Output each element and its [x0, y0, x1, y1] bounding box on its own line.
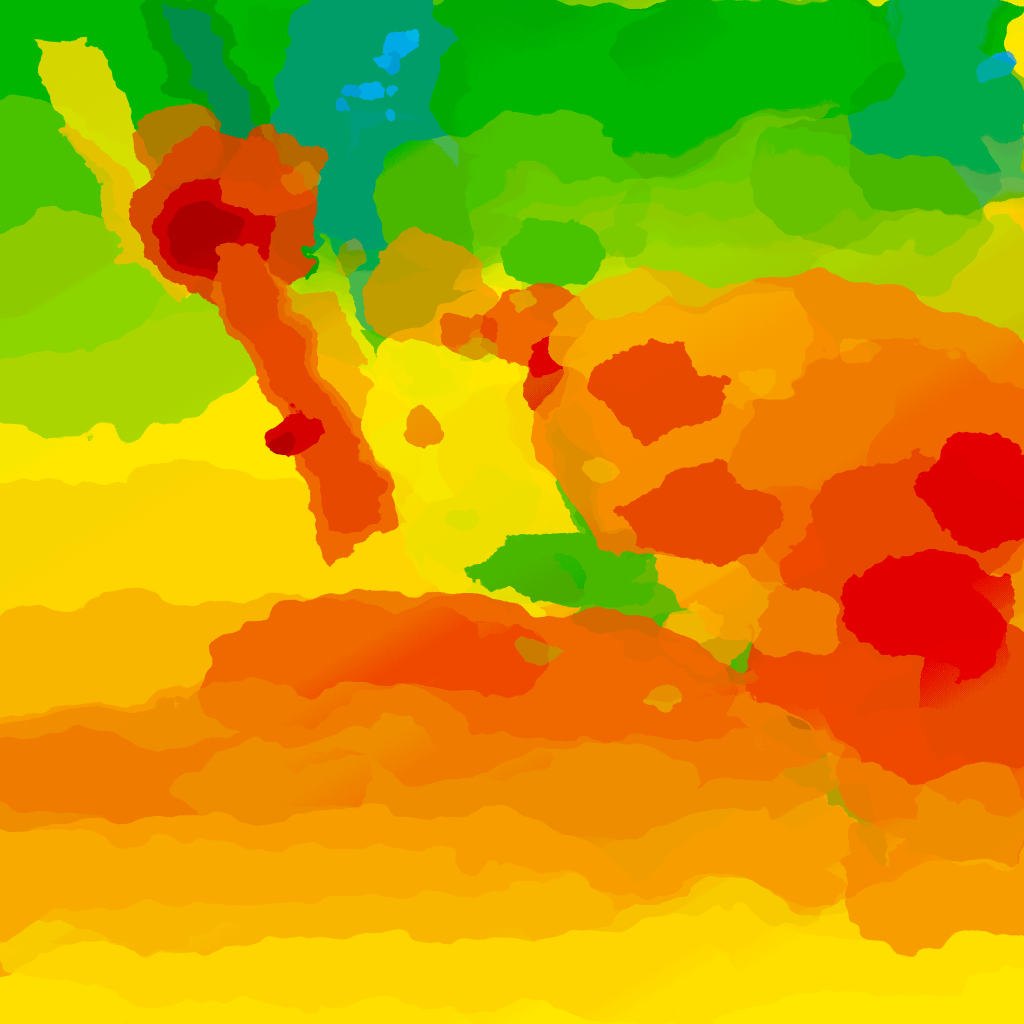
temperature-raster-map: Temperature Raster Map Mexico, Southwest… [0, 0, 1024, 1024]
global-tone-unifier [0, 0, 1024, 1024]
raster-canvas [0, 0, 1024, 1024]
